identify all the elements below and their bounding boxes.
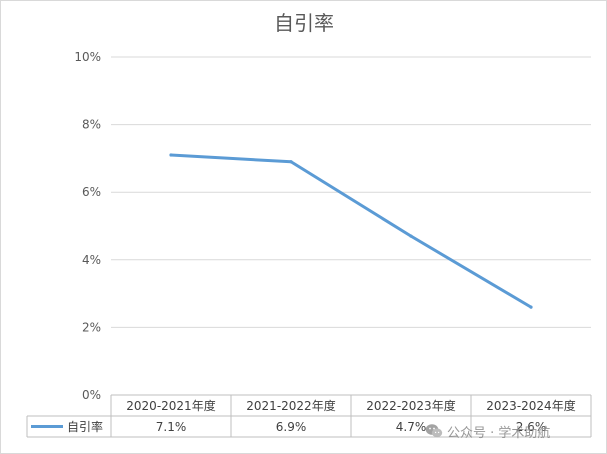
chart-title: 自引率 (274, 11, 334, 35)
watermark-text: 公众号 · 学术助航 (447, 425, 551, 441)
data-table: 2020-2021年度 2021-2022年度 2022-2023年度 2023-20… (26, 394, 592, 438)
wechat-icon (425, 424, 443, 438)
y-tick-label: 4% (82, 253, 101, 267)
y-tick-label: 10% (74, 50, 101, 64)
legend-label: 自引率 (67, 419, 103, 434)
x-category-label: 2022-2023年度 (366, 398, 455, 413)
data-table-value: 4.7% (396, 420, 427, 434)
y-tick-label: 2% (82, 320, 101, 334)
y-tick-label: 6% (82, 185, 101, 199)
series-layer (169, 153, 533, 309)
data-point (409, 234, 413, 238)
x-category-label: 2021-2022年度 (246, 398, 335, 413)
y-axis-ticks: 0% 2% 4% 6% 8% 10% (74, 50, 101, 402)
series-line (169, 153, 533, 309)
x-category-label: 2020-2021年度 (126, 398, 215, 413)
data-table-value: 7.1% (156, 420, 187, 434)
data-point (289, 160, 293, 164)
data-table-value: 2.6% (516, 420, 547, 434)
watermark: 公众号 · 学术助航 (425, 421, 550, 441)
data-table-value: 6.9% (276, 420, 307, 434)
y-tick-label: 0% (82, 388, 101, 402)
x-category-label: 2023-2024年度 (486, 398, 575, 413)
y-tick-label: 8% (82, 118, 101, 132)
data-point (529, 305, 533, 309)
data-point (169, 153, 173, 157)
gridlines (111, 56, 591, 328)
